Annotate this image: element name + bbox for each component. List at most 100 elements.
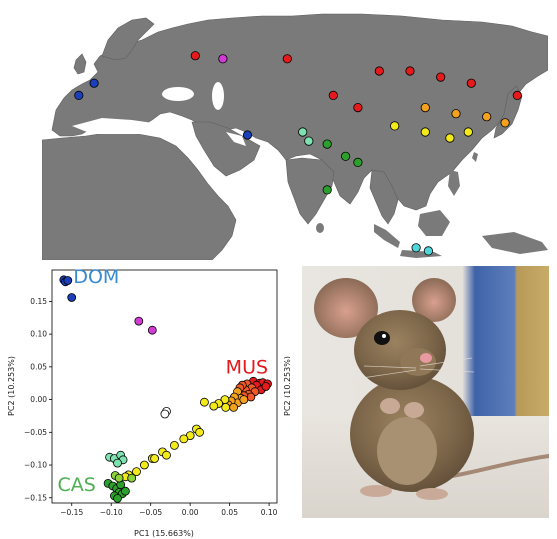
annotation-mus: MUS — [226, 356, 268, 378]
scatter-point-unk — [160, 409, 170, 419]
mouse-tail — [450, 454, 549, 478]
map-site-marker — [328, 90, 338, 101]
scatter-point-cas-east — [127, 473, 137, 483]
map-site-marker — [304, 136, 314, 146]
map-site-marker — [445, 133, 455, 143]
x-tick-label: 0.00 — [182, 508, 199, 517]
map-site-marker — [374, 66, 384, 76]
map-site-marker — [451, 109, 461, 119]
philippines — [448, 170, 460, 196]
scatter-point-mus-in — [229, 402, 239, 412]
mouse-right-ear — [412, 278, 456, 322]
x-tick-label: 0.10 — [261, 508, 278, 517]
new-guinea — [482, 232, 548, 254]
x-tick-label: −0.05 — [139, 508, 162, 517]
scatter-points — [59, 275, 272, 503]
map-site-marker — [353, 157, 363, 167]
arabian-peninsula — [191, 121, 261, 177]
map-site-marker — [89, 78, 99, 88]
black-sea — [162, 87, 194, 101]
mouse-left-paw — [380, 398, 400, 414]
x-tick-label: −0.10 — [100, 508, 123, 517]
map-site-marker — [405, 66, 415, 76]
scatter-point-cas-in — [139, 460, 149, 470]
y-axis-label-right: PC2 (10.253%) — [283, 356, 290, 416]
map-site-marker — [500, 118, 510, 128]
mouse-nose — [420, 353, 432, 363]
mouse-right-foot — [416, 488, 448, 500]
map-site-marker — [218, 54, 228, 64]
x-tick-label: 0.05 — [221, 508, 238, 517]
mouse-head — [354, 310, 446, 390]
map-sample-sites — [74, 51, 522, 256]
map-site-marker — [463, 127, 473, 137]
y-axis-label: PC2 (10.253%) — [7, 356, 16, 416]
map-site-marker — [298, 127, 308, 137]
mouse-left-foot — [360, 485, 392, 497]
map-site-marker — [423, 246, 433, 256]
scatter-point-cas-in — [199, 397, 209, 407]
house-mouse-photo — [302, 266, 549, 518]
scatter-point-cas-in — [132, 467, 141, 477]
map-site-marker — [322, 139, 332, 149]
mouse-left-ear — [314, 278, 378, 338]
mouse-whiskers — [361, 357, 475, 379]
map-site-marker — [74, 90, 84, 101]
map-site-marker — [466, 78, 476, 88]
scatter-point-cas-in — [221, 402, 231, 412]
map-site-marker — [512, 90, 522, 101]
scatter-point-mus-in — [239, 395, 249, 405]
british-isles — [73, 53, 87, 75]
y-tick-label: 0.15 — [30, 297, 47, 306]
map-site-marker — [322, 185, 332, 195]
scatter-point-cas — [113, 493, 122, 503]
y-tick-label: 0.10 — [30, 330, 47, 339]
scandinavia — [101, 17, 155, 61]
scatter-point-cas — [121, 486, 130, 496]
java — [400, 250, 442, 258]
scatter-point-cas-in — [209, 401, 219, 411]
caspian-sea — [212, 82, 224, 110]
axis-ticks: −0.15 −0.10 −0.05 0.00 0.05 0.10 −0.15 −0.10 −0.… — [24, 297, 278, 517]
scatter-point-cas-in — [150, 454, 160, 463]
scatter-point-hyb — [134, 316, 144, 326]
x-axis-label: PC1 (15.663%) — [134, 529, 194, 538]
y-tick-label: −0.05 — [24, 428, 47, 437]
annotation-dom: DOM — [73, 266, 119, 288]
pca-scatter-plot: −0.15 −0.10 −0.05 0.00 0.05 0.10 −0.15 −0.10 −0.… — [0, 262, 290, 539]
map-site-marker — [353, 103, 363, 113]
y-tick-label: −0.15 — [24, 493, 47, 502]
map-site-marker — [420, 103, 430, 113]
sumatra — [374, 224, 400, 248]
x-tick-label: −0.15 — [60, 508, 83, 517]
y-tick-label: 0.05 — [30, 362, 47, 371]
map-site-marker — [282, 54, 292, 64]
taiwan — [472, 152, 478, 162]
map-svg — [42, 13, 548, 260]
map-site-marker — [420, 127, 430, 137]
red-sea — [188, 140, 212, 180]
map-site-marker — [242, 130, 253, 140]
map-landmass — [42, 13, 548, 260]
scatter-point-cas-in — [169, 440, 179, 450]
map-site-marker — [482, 112, 492, 122]
sampling-map — [42, 10, 548, 260]
map-site-marker — [190, 51, 200, 61]
group-annotations: DOM MUS CAS — [58, 266, 269, 496]
eye-highlight — [382, 334, 386, 338]
map-site-marker — [436, 72, 446, 82]
scatter-point-dom — [63, 276, 73, 285]
indian-subcontinent — [285, 157, 335, 225]
scatter-point-cas-east — [114, 473, 124, 483]
borneo — [418, 210, 450, 236]
map-site-marker — [390, 121, 400, 131]
mediterranean-sea — [72, 118, 172, 134]
sri-lanka — [316, 223, 324, 233]
mouse-eye — [374, 331, 390, 345]
scatter-point-hyb — [147, 325, 157, 335]
scatter-point-cas-in — [195, 427, 205, 437]
persian-gulf — [226, 132, 246, 146]
map-site-marker — [411, 243, 421, 253]
map-site-marker — [340, 151, 351, 161]
mouse-photo-svg — [302, 266, 549, 518]
